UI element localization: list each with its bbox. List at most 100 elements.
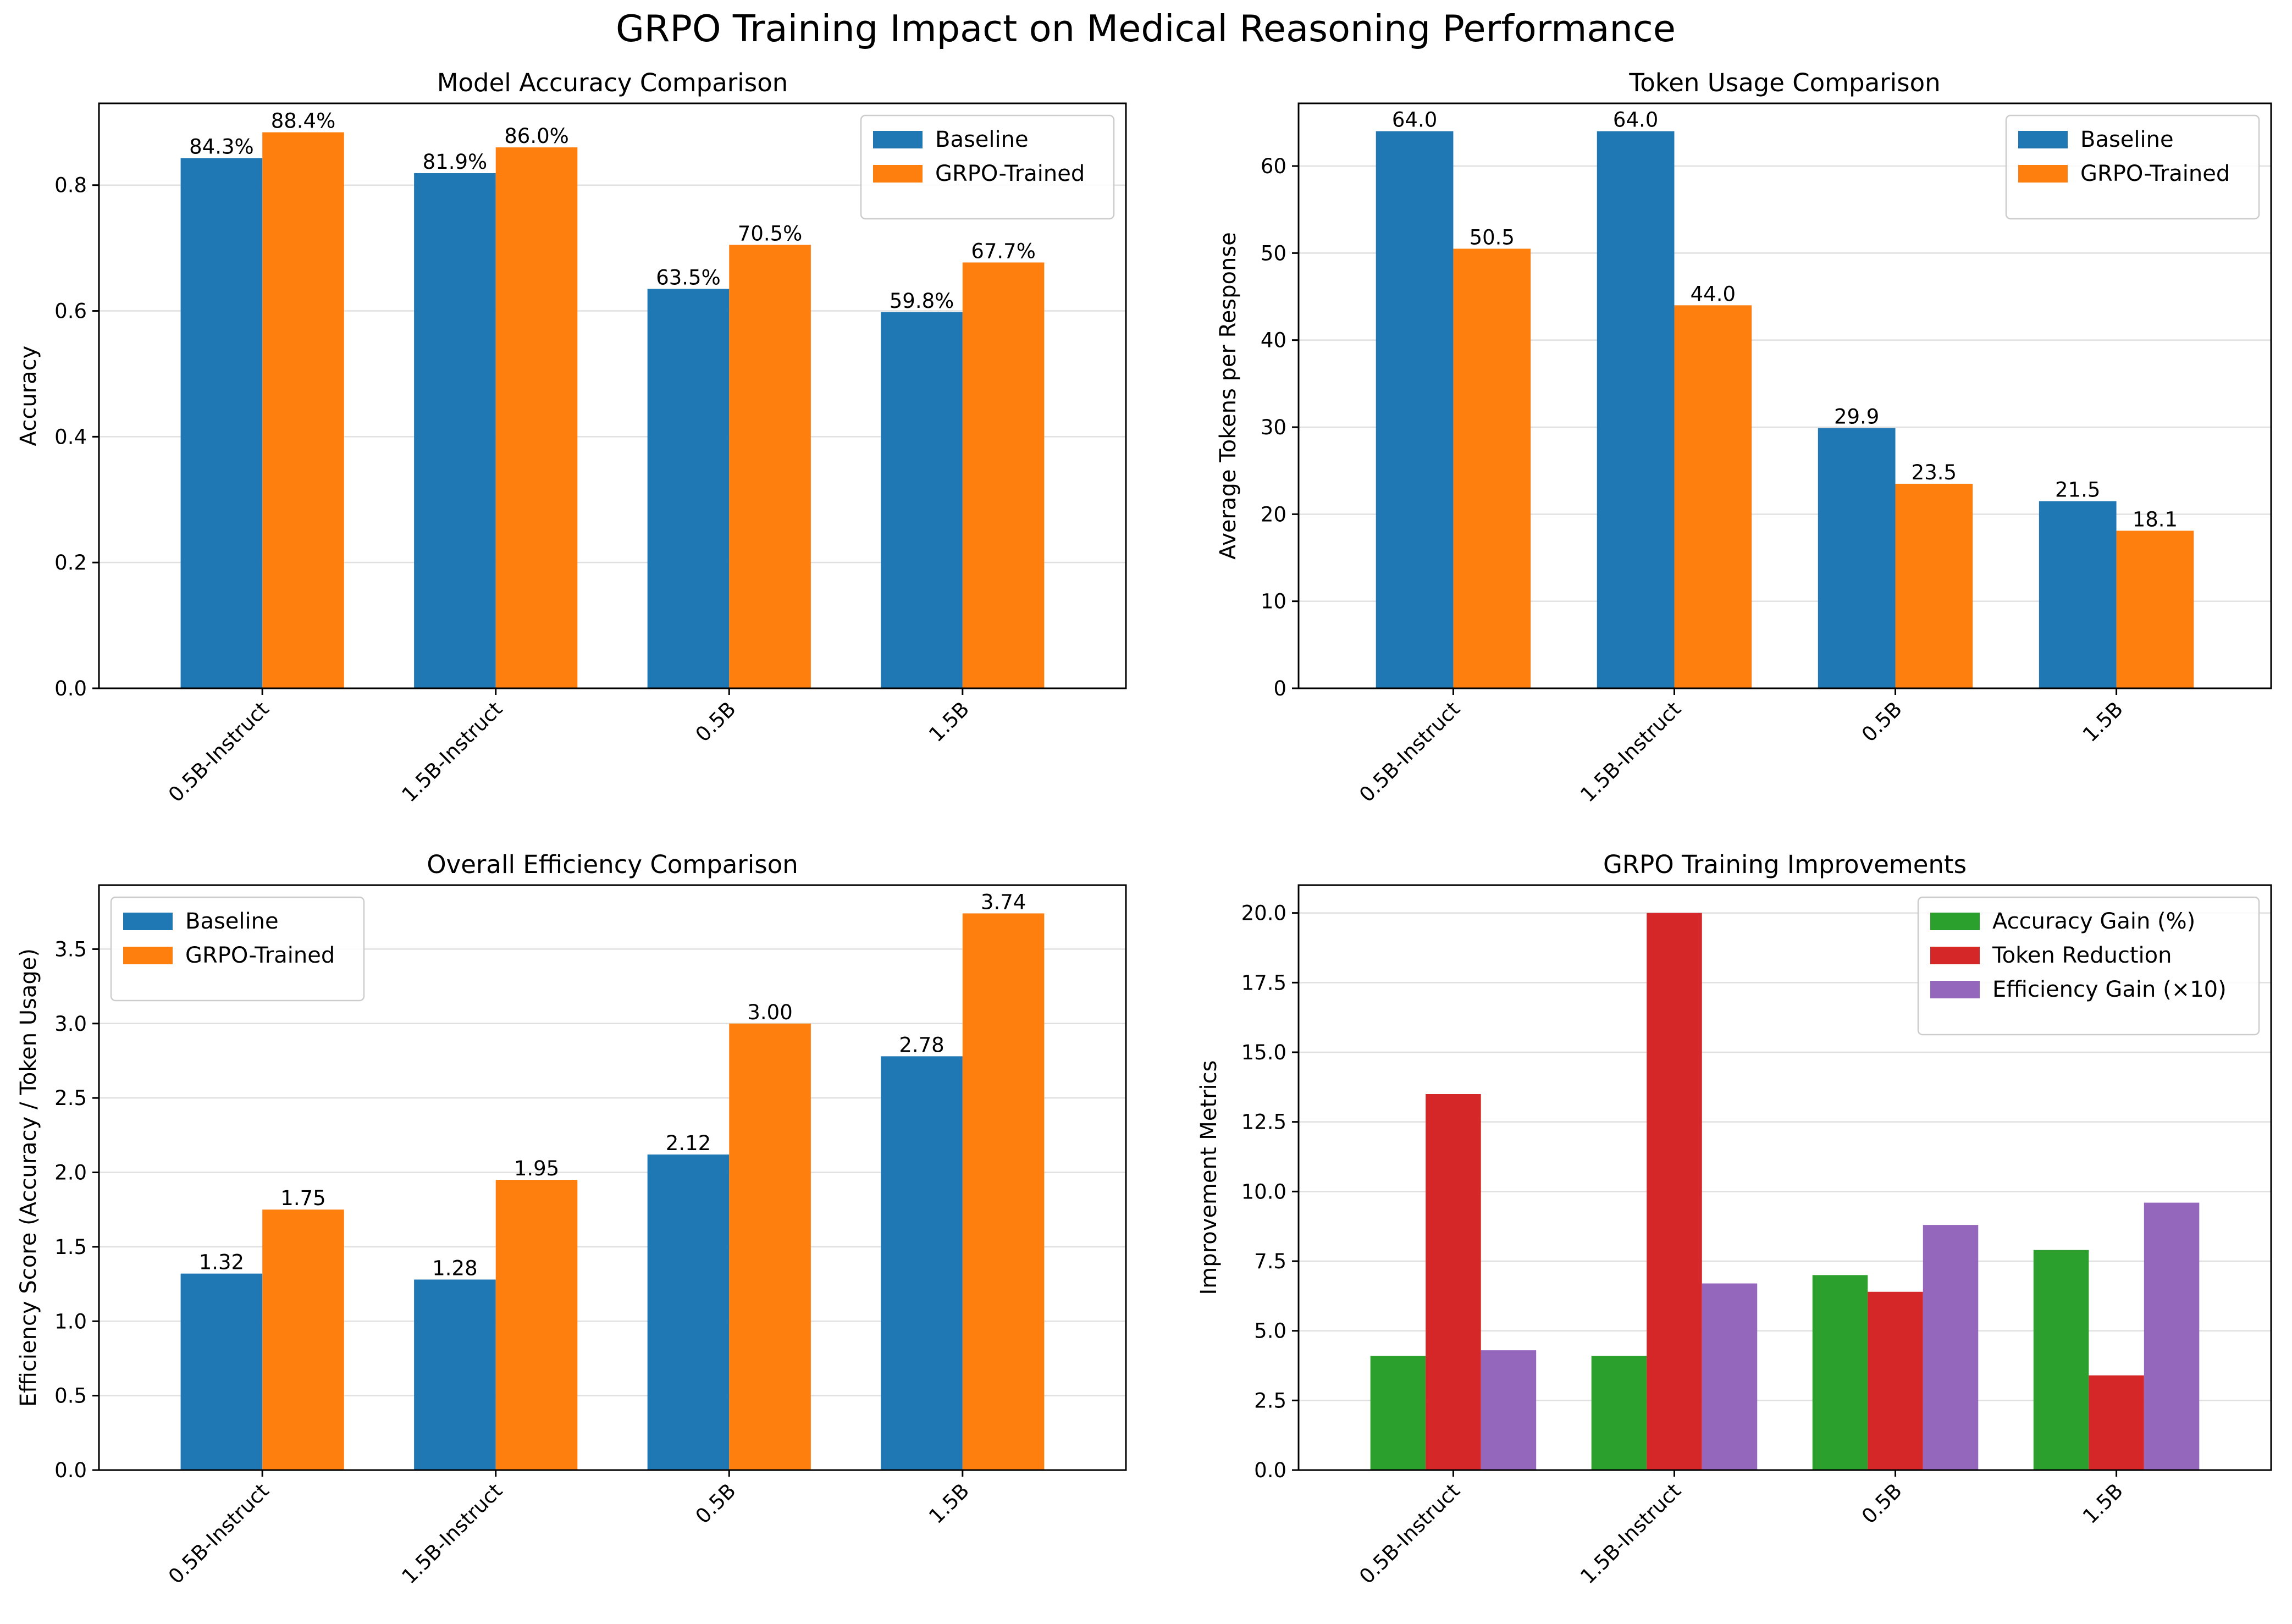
y-tick-label: 1.0 bbox=[54, 1310, 87, 1333]
legend: Baseline GRPO-Trained bbox=[2005, 114, 2260, 220]
bar-baseline-0-5b-instruct bbox=[180, 158, 263, 688]
bar-grpo-trained-0-5b bbox=[729, 245, 811, 689]
y-tick-label: 10 bbox=[1261, 590, 1286, 614]
data-label: 21.5 bbox=[2055, 478, 2100, 502]
chart-panel-3: Overall Efficiency Comparison 1.32 1.28 2.1… bbox=[16, 850, 1127, 1589]
legend-entry-baseline: Baseline bbox=[2080, 127, 2174, 152]
bar-accuracy-gain-1-5b bbox=[2033, 1250, 2089, 1470]
data-label: 86.0% bbox=[504, 124, 569, 148]
y-tick-label: 0.0 bbox=[54, 1459, 87, 1482]
panel-title: Overall Efficiency Comparison bbox=[427, 850, 798, 879]
data-label: 67.7% bbox=[971, 239, 1036, 263]
legend-box bbox=[2005, 114, 2260, 220]
data-label: 70.5% bbox=[738, 222, 803, 245]
data-label: 3.74 bbox=[981, 890, 1026, 914]
x-tick-label: 1.5B bbox=[2078, 1479, 2128, 1528]
legend: Baseline GRPO-Trained bbox=[860, 114, 1115, 220]
panel-title: Token Usage Comparison bbox=[1628, 68, 1940, 97]
legend-entry-grpo-trained: GRPO-Trained bbox=[185, 943, 335, 968]
y-tick-label: 3.0 bbox=[54, 1012, 87, 1036]
legend: Accuracy Gain (%) Token Reduction Efficien… bbox=[1917, 896, 2260, 1036]
chart-panel-1: Model Accuracy Comparison 84.3% 81.9% 63.5%… bbox=[16, 68, 1127, 807]
legend-swatch-accuracy-gain bbox=[1930, 913, 1980, 930]
y-axis-label: Efficiency Score (Accuracy / Token Usage… bbox=[16, 948, 41, 1407]
bar-baseline-1-5b-instruct bbox=[414, 1279, 496, 1470]
y-tick-label: 2.5 bbox=[54, 1086, 87, 1110]
bar-grpo-trained-1-5b bbox=[962, 913, 1045, 1470]
y-tick-label: 60 bbox=[1261, 154, 1286, 178]
legend-entry-accuracy-gain: Accuracy Gain (%) bbox=[1992, 909, 2195, 934]
legend-swatch-baseline bbox=[123, 913, 173, 930]
legend-entry-baseline: Baseline bbox=[935, 127, 1029, 152]
axes-frame bbox=[98, 884, 1127, 1471]
x-tick-label: 1.5B bbox=[2078, 697, 2128, 747]
data-label: 1.32 bbox=[199, 1251, 244, 1274]
legend-entry-grpo-trained: GRPO-Trained bbox=[935, 161, 1085, 186]
data-label: 64.0 bbox=[1613, 108, 1658, 132]
x-tick-label: 0.5B bbox=[1857, 1479, 1907, 1528]
x-tick-label: 1.5B bbox=[924, 697, 974, 747]
chart-panel-4: GRPO Training Improvements 0.0 2.5 5.0 7.5 10… bbox=[1196, 850, 2272, 1589]
bar-efficiency-gain-10-0-5b-instruct bbox=[1481, 1350, 1537, 1470]
y-tick-label: 20.0 bbox=[1241, 902, 1286, 925]
data-label: 1.75 bbox=[280, 1186, 325, 1210]
legend-box bbox=[860, 114, 1115, 220]
bar-token-reduction-0-5b-instruct bbox=[1426, 1094, 1481, 1470]
y-tick-label: 0 bbox=[1273, 677, 1286, 700]
x-tick-label: 1.5B-Instruct bbox=[397, 1479, 507, 1589]
legend: Baseline GRPO-Trained bbox=[110, 896, 365, 1002]
y-tick-label: 20 bbox=[1261, 502, 1286, 526]
bar-baseline-1-5b-instruct bbox=[414, 173, 496, 689]
legend-swatch-baseline bbox=[2018, 131, 2068, 148]
panel-title: GRPO Training Improvements bbox=[1603, 850, 1967, 879]
data-label: 50.5 bbox=[1470, 225, 1515, 249]
bar-baseline-0-5b-instruct bbox=[1376, 131, 1454, 688]
legend-swatch-grpo-trained bbox=[123, 947, 173, 964]
legend-entry-grpo-trained: GRPO-Trained bbox=[2080, 161, 2230, 186]
legend-swatch-grpo-trained bbox=[2018, 165, 2068, 183]
bar-efficiency-gain-10-1-5b bbox=[2144, 1202, 2200, 1470]
y-tick-label: 15.0 bbox=[1241, 1041, 1286, 1064]
y-axis-label: Average Tokens per Response bbox=[1216, 232, 1241, 560]
figure-title: GRPO Training Impact on Medical Reasonin… bbox=[616, 7, 1676, 50]
y-tick-label: 7.5 bbox=[1254, 1250, 1286, 1273]
bar-grpo-trained-1-5b-instruct bbox=[495, 1180, 578, 1470]
data-label: 2.78 bbox=[899, 1033, 944, 1057]
bar-token-reduction-0-5b bbox=[1868, 1291, 1923, 1470]
data-label: 3.00 bbox=[747, 1001, 792, 1024]
bar-accuracy-gain-1-5b-instruct bbox=[1591, 1356, 1647, 1470]
legend-entry-efficiency-gain-10: Efficiency Gain (×10) bbox=[1992, 977, 2227, 1002]
bar-grpo-trained-0-5b bbox=[1895, 483, 1973, 688]
axes-frame bbox=[1297, 884, 2272, 1471]
data-label: 59.8% bbox=[890, 289, 954, 313]
bar-grpo-trained-0-5b-instruct bbox=[1453, 248, 1531, 689]
x-tick-label: 0.5B bbox=[1857, 697, 1907, 747]
y-tick-label: 0.5 bbox=[54, 1384, 87, 1408]
data-label: 1.95 bbox=[514, 1157, 559, 1180]
data-label: 2.12 bbox=[666, 1131, 711, 1155]
legend-swatch-baseline bbox=[873, 131, 923, 148]
axes-frame bbox=[98, 102, 1127, 689]
bar-grpo-trained-0-5b-instruct bbox=[262, 132, 344, 689]
data-label: 63.5% bbox=[656, 266, 721, 290]
y-tick-label: 0.0 bbox=[54, 677, 87, 700]
data-label: 23.5 bbox=[1912, 461, 1957, 484]
legend-box bbox=[110, 896, 365, 1002]
x-tick-label: 1.5B-Instruct bbox=[1576, 1479, 1686, 1589]
panel-title: Model Accuracy Comparison bbox=[437, 68, 788, 97]
legend-entry-token-reduction: Token Reduction bbox=[1992, 943, 2172, 968]
y-tick-label: 2.5 bbox=[1254, 1389, 1286, 1412]
legend-swatch-efficiency-gain-10 bbox=[1930, 981, 1980, 998]
x-tick-label: 1.5B-Instruct bbox=[397, 697, 507, 807]
bar-efficiency-gain-10-0-5b bbox=[1923, 1225, 1979, 1470]
y-tick-label: 17.5 bbox=[1241, 971, 1286, 995]
chart-panel-2: Token Usage Comparison 64.0 64.0 29.9 21.5 50… bbox=[1216, 68, 2272, 807]
data-label: 18.1 bbox=[2133, 507, 2178, 531]
x-tick-label: 0.5B-Instruct bbox=[164, 697, 274, 807]
bar-baseline-1-5b bbox=[881, 1056, 963, 1470]
bar-token-reduction-1-5b bbox=[2089, 1375, 2144, 1470]
legend-swatch-grpo-trained bbox=[873, 165, 923, 183]
y-tick-label: 40 bbox=[1261, 329, 1286, 352]
bar-baseline-0-5b bbox=[647, 1155, 730, 1470]
